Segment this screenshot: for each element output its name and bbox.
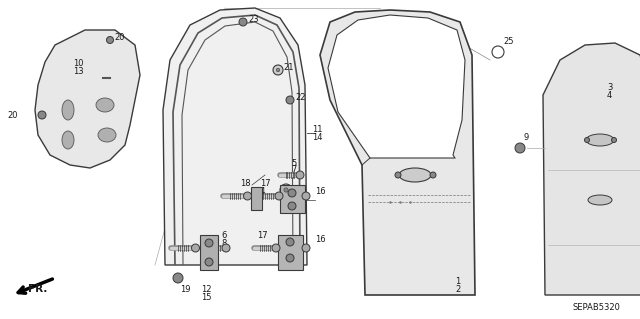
- Text: 18: 18: [240, 179, 251, 188]
- Circle shape: [611, 137, 616, 143]
- Ellipse shape: [62, 131, 74, 149]
- Ellipse shape: [98, 128, 116, 142]
- Text: 20: 20: [114, 33, 125, 42]
- Polygon shape: [320, 10, 475, 295]
- Circle shape: [302, 192, 310, 200]
- Ellipse shape: [586, 134, 614, 146]
- Circle shape: [584, 137, 589, 143]
- Text: 9: 9: [524, 133, 529, 143]
- Text: 11: 11: [312, 125, 323, 135]
- Circle shape: [38, 111, 46, 119]
- Text: 2: 2: [455, 286, 460, 294]
- Circle shape: [243, 192, 252, 200]
- Ellipse shape: [62, 100, 74, 120]
- Circle shape: [288, 189, 296, 197]
- Text: 23: 23: [248, 16, 259, 25]
- Polygon shape: [278, 235, 303, 270]
- Text: 19: 19: [180, 286, 191, 294]
- Circle shape: [515, 143, 525, 153]
- Text: 3: 3: [607, 84, 612, 93]
- Circle shape: [191, 244, 200, 252]
- Circle shape: [288, 202, 296, 210]
- Text: 24: 24: [255, 188, 266, 197]
- Ellipse shape: [399, 168, 431, 182]
- Polygon shape: [200, 235, 218, 270]
- Text: 16: 16: [315, 235, 326, 244]
- Circle shape: [284, 188, 288, 192]
- Ellipse shape: [96, 98, 114, 112]
- Ellipse shape: [588, 195, 612, 205]
- Circle shape: [275, 192, 283, 200]
- Text: 13: 13: [73, 66, 84, 76]
- Text: 16: 16: [315, 188, 326, 197]
- Circle shape: [222, 244, 230, 252]
- Text: 1: 1: [455, 278, 460, 286]
- Circle shape: [280, 184, 292, 196]
- Circle shape: [205, 239, 213, 247]
- Text: 5: 5: [291, 159, 296, 167]
- Circle shape: [302, 244, 310, 252]
- Polygon shape: [280, 185, 305, 213]
- Text: 17: 17: [257, 232, 268, 241]
- Polygon shape: [543, 43, 640, 295]
- Circle shape: [173, 273, 183, 283]
- Circle shape: [430, 172, 436, 178]
- Circle shape: [273, 65, 283, 75]
- Circle shape: [272, 244, 280, 252]
- Circle shape: [276, 68, 280, 72]
- Polygon shape: [251, 187, 262, 210]
- Circle shape: [205, 258, 213, 266]
- Polygon shape: [328, 15, 465, 158]
- Text: FR.: FR.: [28, 284, 47, 294]
- Text: 20: 20: [7, 110, 17, 120]
- Text: 14: 14: [312, 133, 323, 143]
- Text: 7: 7: [291, 166, 296, 174]
- Text: 10: 10: [73, 58, 83, 68]
- Circle shape: [239, 18, 247, 26]
- Circle shape: [286, 254, 294, 262]
- Circle shape: [286, 96, 294, 104]
- Circle shape: [395, 172, 401, 178]
- Text: 15: 15: [201, 293, 211, 302]
- Text: 6: 6: [221, 232, 227, 241]
- Text: 25: 25: [503, 38, 513, 47]
- Polygon shape: [35, 30, 140, 168]
- Text: 4: 4: [607, 92, 612, 100]
- Text: 22: 22: [295, 93, 305, 102]
- Text: 12: 12: [201, 286, 211, 294]
- Text: 8: 8: [221, 239, 227, 248]
- Circle shape: [106, 36, 113, 43]
- Text: SEPAB5320: SEPAB5320: [572, 303, 620, 313]
- Text: 21: 21: [283, 63, 294, 72]
- Polygon shape: [163, 8, 307, 265]
- Text: 17: 17: [260, 179, 271, 188]
- Circle shape: [286, 238, 294, 246]
- Circle shape: [296, 171, 304, 179]
